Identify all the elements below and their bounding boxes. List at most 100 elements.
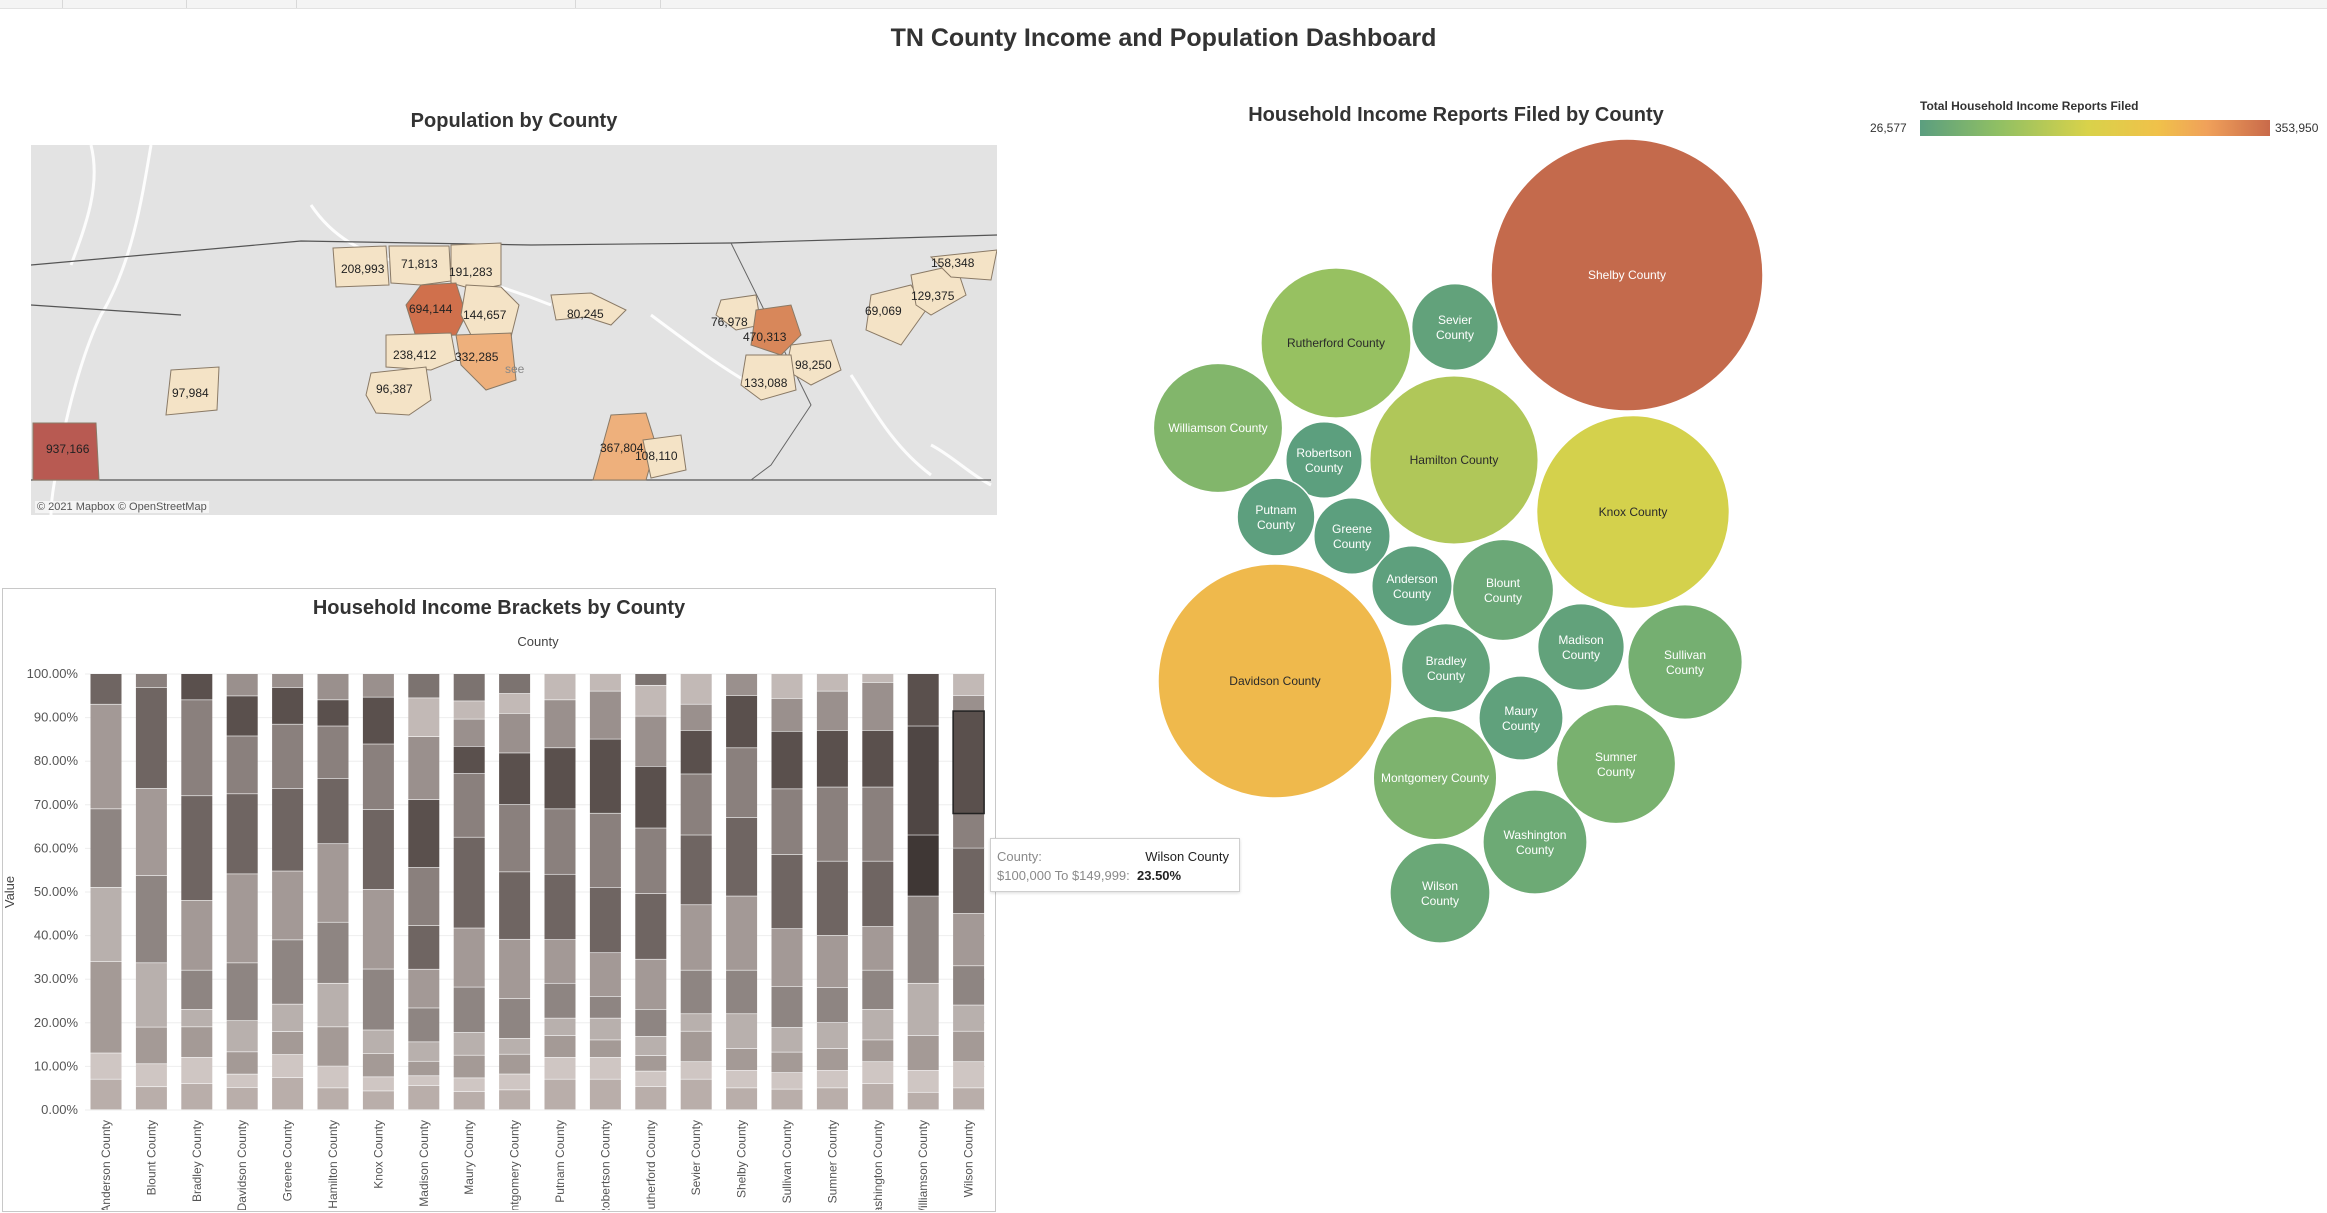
bubble[interactable] [1482,789,1588,895]
bar-segment[interactable] [181,1009,213,1027]
bar-segment[interactable] [680,704,712,731]
bar-segment[interactable] [181,1057,213,1084]
bar-segment[interactable] [544,874,576,940]
bar-segment[interactable] [726,896,758,970]
bar-segment[interactable] [771,854,803,929]
bar-segment[interactable] [272,788,304,871]
bar-segment[interactable] [408,1076,440,1086]
bar-segment[interactable] [317,778,349,844]
bar-segment[interactable] [726,748,758,818]
bar-segment[interactable] [226,1021,258,1052]
bar-segment[interactable] [862,926,894,970]
bar-segment[interactable] [816,935,848,988]
bar-segment[interactable] [453,928,485,987]
bar-segment[interactable] [181,1083,213,1110]
county-shape[interactable] [715,294,762,331]
bar-segment[interactable] [181,970,213,1010]
bar-segment[interactable] [771,986,803,1028]
bar-segment[interactable] [272,687,304,724]
bar-segment[interactable] [362,889,394,969]
bubble[interactable] [1555,703,1677,825]
bar-segment[interactable] [680,1062,712,1079]
bar-segment[interactable] [544,700,576,748]
bar-segment[interactable] [907,835,939,896]
bar-segment[interactable] [317,1066,349,1088]
bar-segment[interactable] [635,766,667,828]
bar-segment[interactable] [726,1014,758,1049]
bar-segment[interactable] [408,1085,440,1110]
bar-segment[interactable] [226,674,258,696]
bar-segment[interactable] [135,687,167,789]
bar-segment[interactable] [453,1091,485,1110]
bar-segment[interactable] [953,1031,985,1062]
county-shape[interactable] [455,332,517,391]
bubble[interactable] [1410,282,1500,372]
bar-segment[interactable] [499,1054,531,1074]
county-shape[interactable] [332,245,390,288]
bar-segment[interactable] [635,1036,667,1056]
bar-segment[interactable] [317,726,349,779]
bar-segment[interactable] [816,691,848,731]
bar-segment[interactable] [816,1022,848,1049]
county-shape[interactable] [642,434,687,479]
legend-color-ramp[interactable] [1920,120,2270,136]
bar-segment[interactable] [771,698,803,731]
county-shape[interactable] [740,354,797,401]
bar-segment[interactable] [408,736,440,800]
bar-segment[interactable] [862,682,894,731]
bar-segment[interactable] [317,1027,349,1066]
bar-segment[interactable] [135,875,167,963]
bar-segment[interactable] [862,674,894,683]
bar-segment[interactable] [362,1077,394,1091]
bar-segment[interactable] [272,674,304,688]
bar-segment[interactable] [953,813,985,848]
bar-segment[interactable] [635,1055,667,1071]
bar-segment[interactable] [816,1070,848,1088]
bar-segment[interactable] [953,848,985,914]
bar-segment[interactable] [362,697,394,744]
bar-segment[interactable] [453,719,485,747]
bar-segment[interactable] [816,861,848,935]
bar-segment[interactable] [90,1053,122,1079]
bar-segment[interactable] [453,1032,485,1055]
bar-segment[interactable] [499,872,531,939]
bar-segment[interactable] [544,748,576,809]
population-map[interactable]: 208,993 71,813 191,283 694,144 144,657 8… [31,145,997,515]
bar-segment[interactable] [680,1079,712,1110]
bar-segment[interactable] [90,1079,122,1110]
bar-segment[interactable] [635,828,667,894]
bubble[interactable] [1236,477,1316,557]
bar-segment[interactable] [499,939,531,999]
bar-segment[interactable] [181,700,213,796]
bar-segment[interactable] [635,959,667,1010]
bar-segment[interactable] [226,696,258,736]
bar-segment[interactable] [862,787,894,861]
bar-segment[interactable] [862,970,894,1010]
bar-segment[interactable] [317,922,349,983]
bar-segment[interactable] [589,739,621,813]
bar-segment[interactable] [726,970,758,1014]
bar-segment[interactable] [907,674,939,726]
bar-segment[interactable] [362,1091,394,1110]
bar-segment[interactable] [135,674,167,688]
bar-segment[interactable] [408,867,440,926]
bar-segment[interactable] [408,1042,440,1061]
bar-segment[interactable] [635,1009,667,1037]
bubble[interactable] [1451,538,1555,642]
bar-segment[interactable] [135,963,167,1027]
bubble[interactable] [1490,138,1764,412]
bar-segment[interactable] [499,804,531,872]
bar-segment[interactable] [272,724,304,789]
bar-segment[interactable] [408,1061,440,1076]
bar-segment[interactable] [771,1089,803,1110]
bar-segment[interactable] [771,789,803,855]
bar-segment[interactable] [771,731,803,789]
bar-segment[interactable] [635,674,667,685]
bar-segment[interactable] [907,1035,939,1071]
bar-segment[interactable] [771,1052,803,1073]
bar-segment[interactable] [317,674,349,700]
bar-segment[interactable] [635,1086,667,1110]
bar-segment[interactable] [408,799,440,868]
county-shape[interactable] [929,249,997,281]
bubble[interactable] [1389,842,1491,944]
